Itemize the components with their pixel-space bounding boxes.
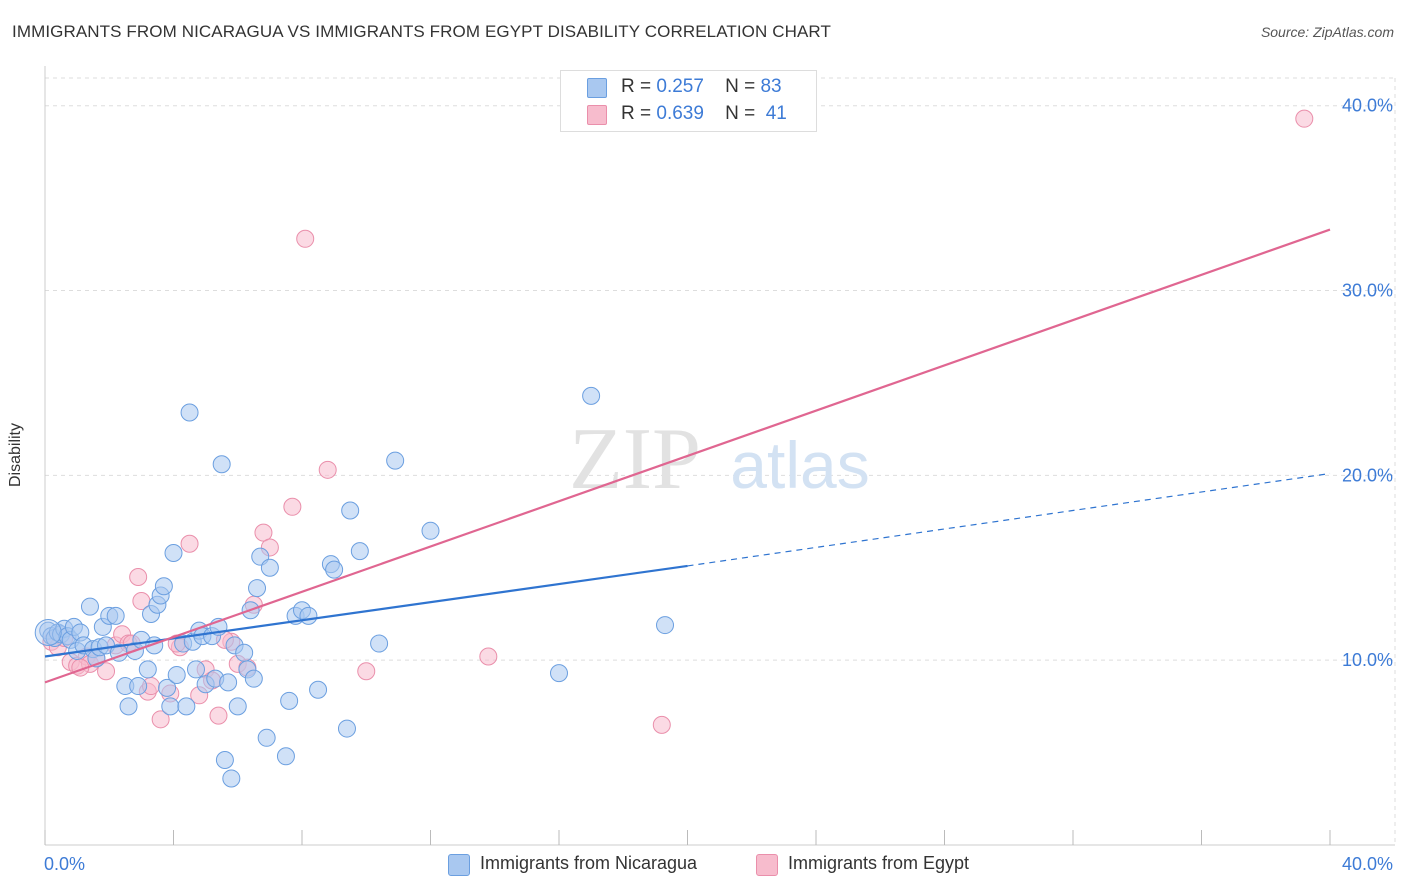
point-nicaragua — [34, 618, 62, 646]
point-egypt — [1295, 109, 1314, 128]
legend-r-value: 0.639 — [656, 103, 704, 124]
trend-line-nicaragua-extension — [687, 472, 1331, 567]
x-tick-label: 0.0% — [44, 854, 85, 874]
point-egypt — [357, 662, 376, 681]
point-nicaragua — [106, 606, 125, 625]
point-egypt — [180, 534, 199, 553]
y-tick-label: 10.0% — [1342, 650, 1393, 670]
point-nicaragua — [138, 660, 157, 679]
point-nicaragua — [257, 728, 276, 747]
point-nicaragua — [350, 542, 369, 561]
legend-n-label: N = — [725, 76, 756, 97]
point-nicaragua — [129, 677, 148, 696]
point-nicaragua — [161, 697, 180, 716]
point-egypt — [97, 662, 116, 681]
y-tick-label: 40.0% — [1342, 96, 1393, 116]
series-nicaragua-points — [34, 386, 675, 788]
point-nicaragua — [119, 697, 138, 716]
point-nicaragua — [235, 643, 254, 662]
point-egypt — [209, 706, 228, 725]
tick-labels: 10.0% 20.0% 30.0% 40.0% 0.0% 40.0% — [44, 96, 1393, 874]
point-nicaragua — [219, 673, 238, 692]
point-nicaragua — [260, 558, 279, 577]
legend-n-value: 41 — [765, 103, 787, 124]
point-egypt — [129, 568, 148, 587]
point-egypt — [296, 229, 315, 248]
y-tick-label: 30.0% — [1342, 281, 1393, 301]
watermark-atlas: atlas — [730, 428, 869, 502]
bottom-legend-swatch-nicaragua — [448, 854, 470, 876]
legend: R = 0.257 N = 83 R = 0.639 N = 41 — [560, 70, 817, 132]
legend-n-value: 83 — [760, 76, 782, 97]
point-egypt — [283, 497, 302, 516]
legend-r-value: 0.257 — [656, 76, 704, 97]
point-nicaragua — [248, 579, 267, 598]
point-nicaragua — [167, 665, 186, 684]
point-nicaragua — [386, 451, 405, 470]
point-nicaragua — [299, 606, 318, 625]
point-nicaragua — [215, 750, 234, 769]
point-nicaragua — [280, 691, 299, 710]
y-tick-label: 20.0% — [1342, 465, 1393, 485]
trend-line-egypt — [44, 228, 1331, 684]
bottom-legend-label-egypt: Immigrants from Egypt — [788, 853, 970, 873]
point-nicaragua — [656, 616, 675, 635]
point-nicaragua — [164, 543, 183, 562]
point-nicaragua — [337, 719, 356, 738]
bottom-legend-swatch-egypt — [756, 854, 778, 876]
point-nicaragua — [222, 769, 241, 788]
legend-r-label: R = — [621, 103, 652, 124]
x-tick-label: 40.0% — [1342, 854, 1393, 874]
watermark-zip: ZIP — [569, 411, 701, 508]
point-nicaragua — [244, 669, 263, 688]
gridlines — [45, 77, 1396, 845]
legend-swatch-nicaragua — [587, 78, 607, 98]
point-egypt — [318, 460, 337, 479]
legend-swatch-egypt — [587, 105, 607, 125]
trend-line-nicaragua — [44, 564, 688, 658]
point-nicaragua — [80, 597, 99, 616]
point-nicaragua — [228, 697, 247, 716]
point-nicaragua — [341, 501, 360, 520]
point-nicaragua — [370, 634, 389, 653]
point-nicaragua — [421, 521, 440, 540]
point-nicaragua — [550, 664, 568, 683]
watermark: ZIP atlas — [569, 411, 870, 508]
point-nicaragua — [276, 747, 295, 766]
trend-lines — [44, 228, 1331, 684]
axes — [44, 66, 1395, 846]
point-nicaragua — [309, 680, 328, 699]
point-nicaragua — [212, 455, 231, 474]
chart-title: IMMIGRANTS FROM NICARAGUA VS IMMIGRANTS … — [12, 22, 831, 41]
source-label: Source: ZipAtlas.com — [1260, 24, 1394, 40]
point-nicaragua — [177, 697, 196, 716]
point-egypt — [479, 647, 498, 666]
point-egypt — [151, 710, 170, 729]
point-egypt — [652, 715, 671, 734]
bottom-legend-label-nicaragua: Immigrants from Nicaragua — [480, 853, 698, 873]
point-nicaragua — [582, 386, 601, 405]
legend-r-label: R = — [621, 76, 652, 97]
point-nicaragua — [186, 660, 205, 679]
point-nicaragua — [158, 678, 177, 697]
point-nicaragua — [325, 560, 344, 579]
legend-n-label: N = — [725, 103, 756, 124]
point-nicaragua — [154, 577, 173, 596]
point-nicaragua — [180, 403, 199, 422]
